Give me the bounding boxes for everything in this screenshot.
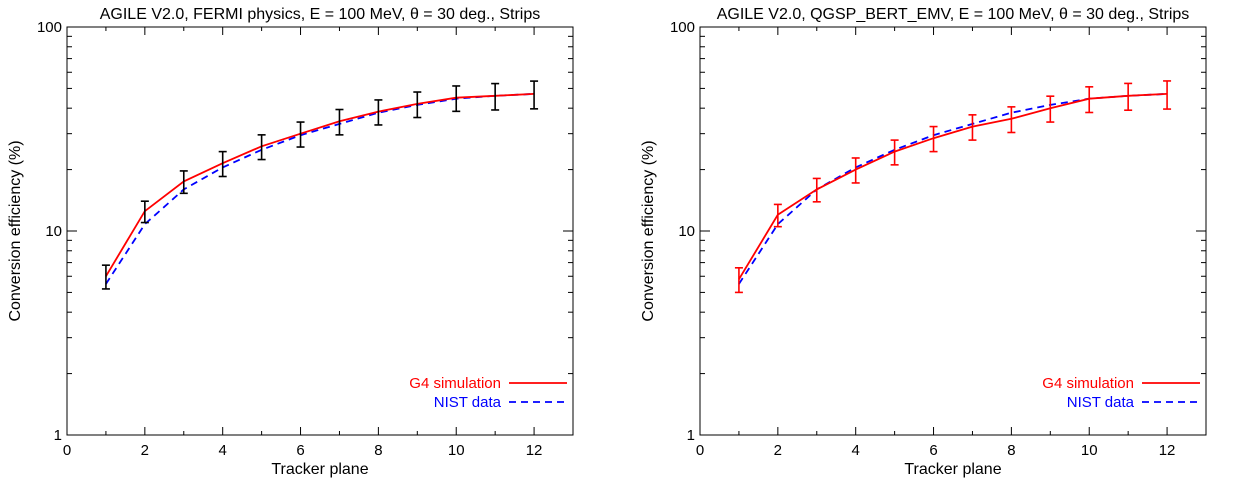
series-line-g4-simulation — [738, 93, 1168, 280]
legend-label-nist-data: NIST data — [434, 394, 502, 411]
y-tick-label: 1 — [687, 427, 695, 444]
x-tick-label: 10 — [1081, 442, 1098, 459]
y-tick-label: 10 — [678, 223, 695, 240]
x-tick-label: 6 — [929, 442, 937, 459]
y-axis-title: Conversion efficiency (%) — [640, 140, 657, 321]
x-tick-label: 4 — [219, 442, 227, 459]
plot-frame — [699, 26, 1207, 436]
x-tick-label: 8 — [374, 442, 382, 459]
plot-frame — [66, 26, 574, 436]
legend-label-nist-data: NIST data — [1067, 394, 1135, 411]
x-tick-label: 8 — [1007, 442, 1015, 459]
x-axis-title: Tracker plane — [904, 461, 1001, 478]
x-tick-label: 4 — [852, 442, 860, 459]
legend-label-g4-simulation: G4 simulation — [1042, 375, 1134, 392]
y-tick-label: 1 — [54, 427, 62, 444]
chart-panel-2: 0 2 4 6 8 10 12 1 10 100 Tracker plane Conversion e… — [640, 6, 1207, 478]
x-tick-label: 10 — [448, 442, 465, 459]
x-tick-label: 0 — [696, 442, 704, 459]
series-line-g4-simulation — [105, 93, 535, 277]
chart-title: AGILE V2.0, QGSP_BERT_EMV, E = 100 MeV, … — [717, 6, 1190, 23]
y-tick-label: 100 — [37, 19, 62, 36]
x-tick-label: 12 — [526, 442, 543, 459]
x-tick-label: 2 — [141, 442, 149, 459]
x-tick-label: 12 — [1159, 442, 1176, 459]
x-axis-title: Tracker plane — [271, 461, 368, 478]
x-tick-label: 2 — [774, 442, 782, 459]
series-line-nist-data — [738, 93, 1168, 285]
x-tick-label: 6 — [296, 442, 304, 459]
y-tick-label: 100 — [670, 19, 695, 36]
y-axis-title: Conversion efficiency (%) — [7, 140, 24, 321]
legend-label-g4-simulation: G4 simulation — [409, 375, 501, 392]
series-line-nist-data — [105, 93, 535, 285]
x-tick-label: 0 — [63, 442, 71, 459]
chart-panel-1: 0 2 4 6 8 10 12 1 10 100 Tracker plane Conversion e… — [7, 6, 574, 478]
y-tick-label: 10 — [45, 223, 62, 240]
chart-title: AGILE V2.0, FERMI physics, E = 100 MeV, … — [100, 6, 541, 23]
